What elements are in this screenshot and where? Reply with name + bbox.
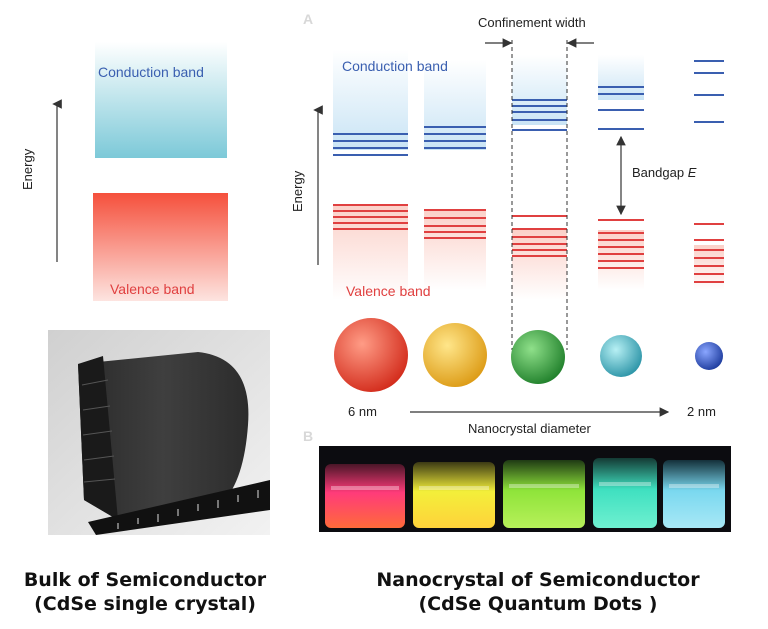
bulk-valence-label: Valence band xyxy=(110,281,195,297)
diameter-label: Nanocrystal diameter xyxy=(468,421,591,436)
nano-caption: Nanocrystal of Semiconductor (CdSe Quant… xyxy=(348,568,728,616)
bulk-conduction-band xyxy=(95,42,227,158)
confinement-width-markers xyxy=(485,38,594,350)
confinement-width-label: Confinement width xyxy=(478,15,586,30)
cdse-crystal-photo xyxy=(48,330,270,535)
vial-red xyxy=(325,464,405,528)
nanocrystal-band-svg xyxy=(313,38,724,417)
dot-3nm xyxy=(600,335,642,377)
bulk-band-svg xyxy=(52,42,228,301)
bulk-caption-line1: Bulk of Semiconductor xyxy=(23,569,267,591)
vial-lightblue xyxy=(663,460,725,528)
size-small-label: 2 nm xyxy=(687,404,716,419)
vial-green xyxy=(503,460,585,528)
panel-letter-a: A xyxy=(303,11,314,27)
nano-caption-line1: Nanocrystal of Semiconductor xyxy=(376,569,700,591)
quantum-dot-vials-photo xyxy=(319,446,731,532)
nano-band-backgrounds xyxy=(333,50,724,300)
nano-conduction-label: Conduction band xyxy=(342,58,448,74)
nano-energy-label: Energy xyxy=(290,170,305,212)
vial-yellow xyxy=(413,462,495,528)
bandgap-label: Bandgap E xyxy=(632,165,697,180)
nano-valence-label: Valence band xyxy=(346,283,431,299)
bulk-caption: Bulk of Semiconductor (CdSe single cryst… xyxy=(10,568,280,616)
valence-levels xyxy=(333,204,724,283)
dot-6nm xyxy=(334,318,408,392)
size-large-label: 6 nm xyxy=(348,404,377,419)
dot-4nm xyxy=(511,330,565,384)
bulk-caption-line2: (CdSe single crystal) xyxy=(34,593,256,615)
nanocrystal-dots xyxy=(334,318,723,392)
panel-letter-b: B xyxy=(303,428,314,444)
conduction-levels xyxy=(333,60,724,156)
nano-caption-line2: (CdSe Quantum Dots ) xyxy=(418,593,658,615)
dot-2nm xyxy=(695,342,723,370)
vial-cyan xyxy=(593,458,657,528)
bulk-valence-band xyxy=(93,193,228,301)
bandgap-symbol: E xyxy=(687,165,697,180)
dot-5nm xyxy=(423,323,487,387)
bulk-conduction-label: Conduction band xyxy=(98,64,204,80)
